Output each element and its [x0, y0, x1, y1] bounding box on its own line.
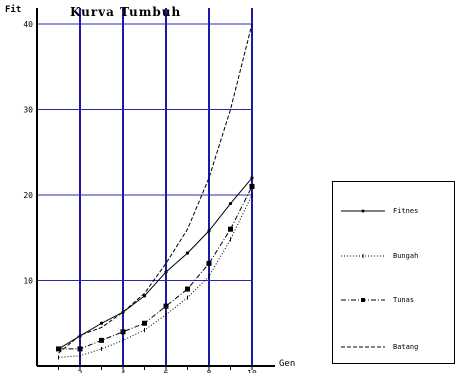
- tick-labels: 10 20 30 40 2 4 6 8 10: [23, 20, 257, 373]
- data-point: [250, 176, 254, 180]
- horizontal-gridlines: [37, 23, 252, 281]
- legend-label: Bungah: [393, 252, 419, 260]
- y-tick-label: 30: [23, 106, 33, 115]
- data-point: [142, 294, 147, 298]
- y-axis-label: Fit: [5, 4, 21, 15]
- y-tick-label: 20: [23, 191, 33, 200]
- series-batang: [58, 23, 253, 354]
- data-point: [207, 229, 211, 233]
- data-point: [56, 346, 61, 352]
- data-point: [228, 226, 233, 232]
- vertical-gridlines: [79, 8, 253, 366]
- x-tick-label: 2: [78, 369, 83, 373]
- data-point: [120, 329, 126, 335]
- legend-label: Fitnes: [393, 207, 419, 215]
- legend-label: Batang: [393, 343, 419, 351]
- legend-item-bungah: Bungah: [341, 249, 453, 263]
- series-bungah: [58, 193, 253, 360]
- series-layer: [56, 23, 255, 360]
- x-axis-label: Gen: [279, 359, 295, 369]
- x-tick-label: 4: [121, 369, 126, 373]
- legend: Fitnes Bungah Tunas Batang: [332, 181, 455, 364]
- data-point: [142, 320, 147, 326]
- data-point: [206, 260, 212, 266]
- data-point: [77, 346, 83, 352]
- series-line: [58, 23, 253, 354]
- series-tunas: [56, 183, 255, 352]
- x-tick-label: 8: [207, 369, 212, 373]
- series-line: [58, 186, 253, 350]
- data-point: [99, 337, 104, 343]
- data-point: [185, 286, 190, 292]
- chart-title: Kurva Tumbuh: [70, 5, 181, 19]
- data-point: [185, 251, 190, 255]
- legend-item-batang: Batang: [341, 340, 453, 354]
- series-line: [58, 177, 253, 350]
- data-point: [164, 270, 168, 274]
- series-line: [58, 194, 253, 358]
- x-tick-label: 6: [164, 369, 169, 373]
- y-tick-label: 10: [23, 277, 33, 286]
- x-tick-label: 10: [247, 369, 257, 373]
- series-fitnes: [56, 176, 254, 351]
- y-tick-label: 40: [23, 20, 33, 29]
- data-point: [228, 201, 233, 206]
- data-point: [163, 303, 169, 309]
- data-point: [99, 321, 104, 325]
- data-point: [249, 183, 255, 189]
- axes: [36, 8, 275, 370]
- legend-label: Tunas: [393, 296, 415, 304]
- legend-item-fitnes: Fitnes: [341, 204, 453, 218]
- legend-item-tunas: Tunas: [341, 293, 453, 307]
